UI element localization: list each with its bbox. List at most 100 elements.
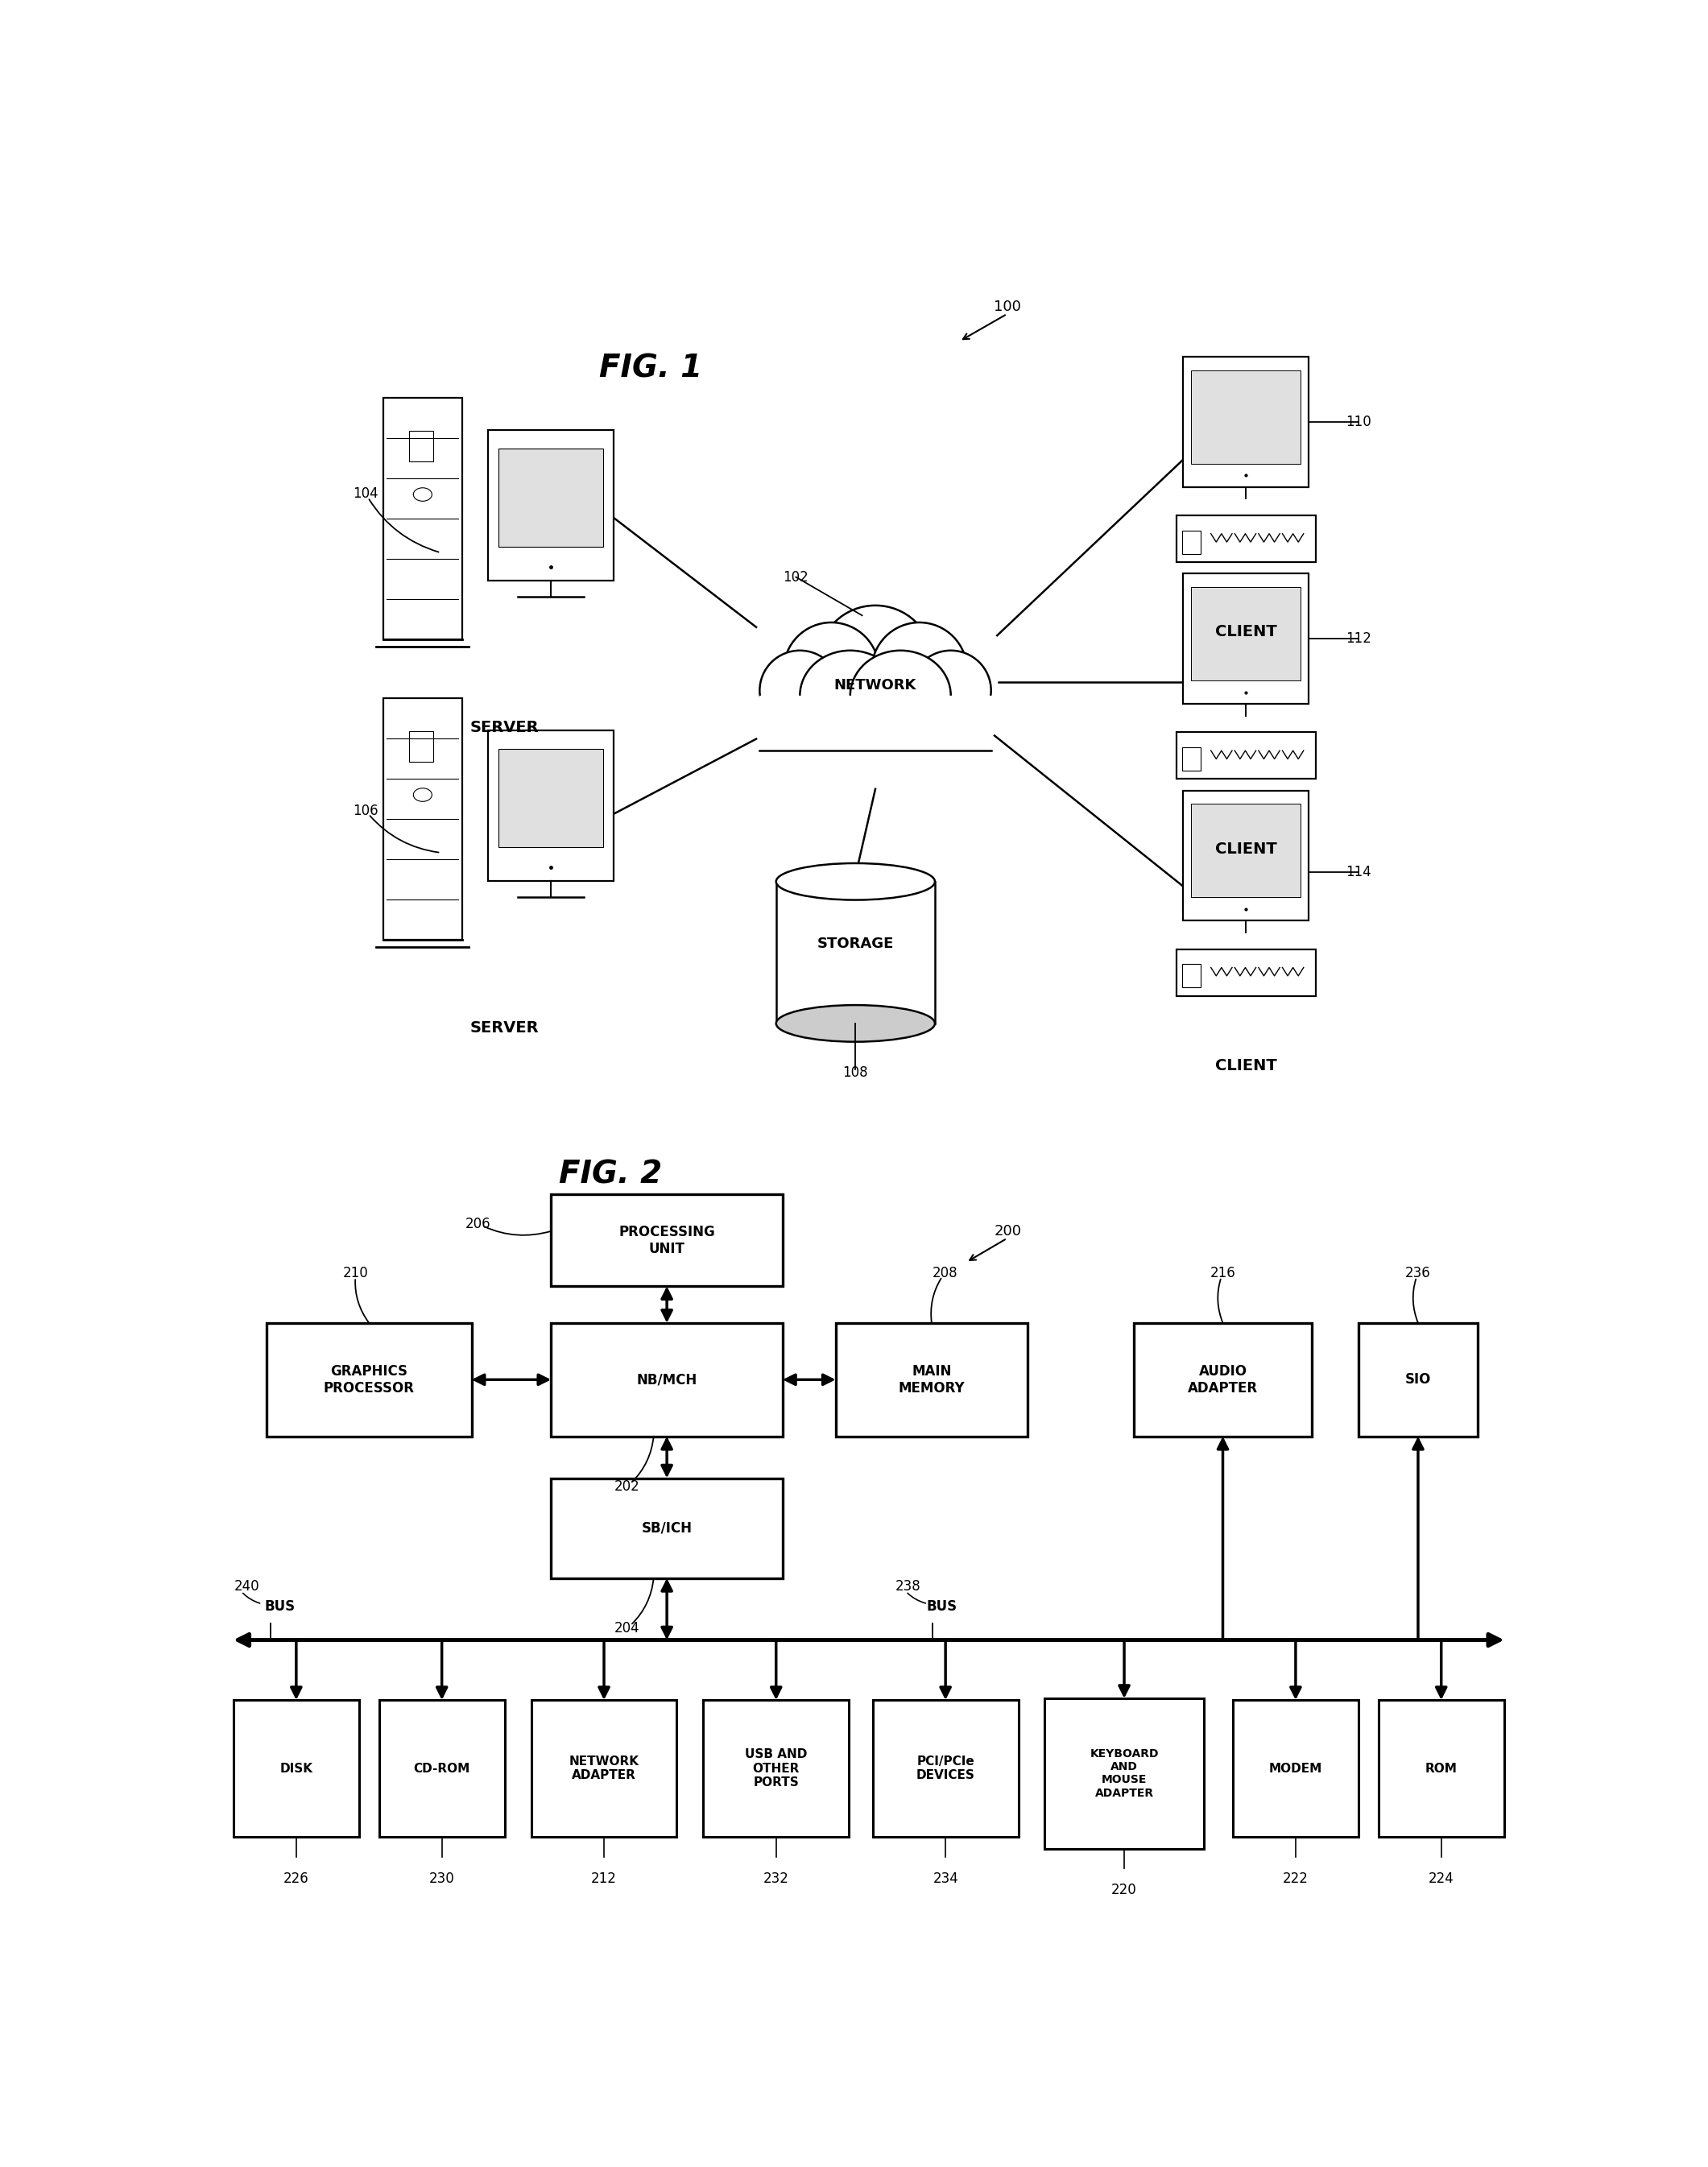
FancyBboxPatch shape (1190, 371, 1301, 464)
FancyBboxPatch shape (552, 1322, 782, 1437)
Text: 238: 238 (895, 1580, 921, 1593)
Text: STORAGE: STORAGE (816, 936, 893, 951)
Ellipse shape (799, 650, 900, 741)
Text: 204: 204 (615, 1621, 640, 1636)
Text: 236: 236 (1406, 1266, 1431, 1281)
FancyBboxPatch shape (1190, 587, 1301, 680)
Text: 220: 220 (1112, 1883, 1138, 1898)
Text: 230: 230 (429, 1872, 454, 1885)
FancyBboxPatch shape (760, 696, 991, 750)
FancyBboxPatch shape (873, 1701, 1018, 1838)
Text: KEYBOARD
AND
MOUSE
ADAPTER: KEYBOARD AND MOUSE ADAPTER (1090, 1749, 1158, 1799)
FancyBboxPatch shape (1134, 1322, 1312, 1437)
Text: 100: 100 (994, 299, 1021, 314)
Text: 216: 216 (1209, 1266, 1235, 1281)
FancyBboxPatch shape (1182, 964, 1201, 988)
Text: 240: 240 (234, 1580, 260, 1593)
Text: GRAPHICS
PROCESSOR: GRAPHICS PROCESSOR (323, 1363, 415, 1396)
FancyBboxPatch shape (1190, 804, 1301, 897)
Text: CLIENT: CLIENT (1214, 1057, 1278, 1073)
Text: MODEM: MODEM (1269, 1762, 1322, 1775)
Text: 106: 106 (354, 804, 379, 817)
Text: 222: 222 (1283, 1872, 1308, 1885)
Text: 114: 114 (1346, 865, 1372, 880)
Text: 104: 104 (354, 485, 379, 501)
Ellipse shape (760, 650, 840, 730)
Ellipse shape (851, 650, 951, 741)
FancyBboxPatch shape (1184, 574, 1308, 704)
Text: CLIENT: CLIENT (1214, 841, 1278, 856)
FancyBboxPatch shape (775, 882, 934, 1023)
FancyBboxPatch shape (488, 431, 613, 581)
Ellipse shape (910, 650, 991, 730)
FancyBboxPatch shape (488, 730, 613, 880)
FancyBboxPatch shape (1045, 1699, 1204, 1848)
Text: SB/ICH: SB/ICH (642, 1521, 692, 1536)
Ellipse shape (871, 622, 967, 719)
Text: 234: 234 (933, 1872, 958, 1885)
Text: BUS: BUS (265, 1599, 295, 1614)
Text: AUDIO
ADAPTER: AUDIO ADAPTER (1187, 1363, 1257, 1396)
FancyBboxPatch shape (552, 1478, 782, 1578)
Text: NETWORK: NETWORK (834, 678, 917, 693)
Text: 110: 110 (1346, 414, 1372, 429)
Text: 102: 102 (784, 570, 808, 585)
Text: NETWORK
ADAPTER: NETWORK ADAPTER (569, 1755, 639, 1781)
FancyBboxPatch shape (1182, 531, 1201, 555)
FancyBboxPatch shape (383, 399, 463, 639)
FancyBboxPatch shape (1233, 1701, 1358, 1838)
Text: DISK: DISK (280, 1762, 313, 1775)
FancyBboxPatch shape (410, 431, 434, 462)
FancyBboxPatch shape (410, 732, 434, 761)
Text: PCI/PCIe
DEVICES: PCI/PCIe DEVICES (915, 1755, 975, 1781)
FancyBboxPatch shape (383, 698, 463, 940)
Ellipse shape (413, 488, 432, 501)
Text: 202: 202 (615, 1480, 640, 1493)
FancyBboxPatch shape (704, 1701, 849, 1838)
Text: PROCESSING
UNIT: PROCESSING UNIT (618, 1224, 716, 1257)
Text: 226: 226 (284, 1872, 309, 1885)
Text: CD-ROM: CD-ROM (413, 1762, 470, 1775)
Text: 108: 108 (842, 1066, 868, 1079)
Text: CLIENT: CLIENT (1214, 624, 1278, 639)
Text: ROM: ROM (1424, 1762, 1457, 1775)
Text: 232: 232 (763, 1872, 789, 1885)
FancyBboxPatch shape (1182, 748, 1201, 771)
Text: FIG. 1: FIG. 1 (600, 353, 702, 384)
Text: BUS: BUS (926, 1599, 956, 1614)
Ellipse shape (775, 862, 934, 899)
Text: MAIN
MEMORY: MAIN MEMORY (898, 1363, 965, 1396)
FancyBboxPatch shape (1177, 732, 1315, 778)
FancyBboxPatch shape (379, 1701, 506, 1838)
Text: 112: 112 (1346, 631, 1372, 646)
Text: 210: 210 (343, 1266, 369, 1281)
Text: 200: 200 (994, 1224, 1021, 1237)
Text: 212: 212 (591, 1872, 617, 1885)
Text: 208: 208 (933, 1266, 958, 1281)
FancyBboxPatch shape (1177, 949, 1315, 997)
FancyBboxPatch shape (552, 1194, 782, 1287)
Ellipse shape (818, 605, 933, 715)
Text: 206: 206 (466, 1216, 490, 1231)
Text: NB/MCH: NB/MCH (637, 1372, 697, 1387)
FancyBboxPatch shape (835, 1322, 1028, 1437)
FancyBboxPatch shape (499, 449, 603, 546)
FancyBboxPatch shape (499, 750, 603, 847)
FancyBboxPatch shape (1184, 791, 1308, 921)
FancyBboxPatch shape (531, 1701, 676, 1838)
Text: SIO: SIO (1406, 1372, 1431, 1387)
Ellipse shape (413, 789, 432, 802)
FancyBboxPatch shape (1358, 1322, 1477, 1437)
Text: SERVER: SERVER (470, 719, 540, 735)
Ellipse shape (775, 1005, 934, 1042)
Ellipse shape (784, 622, 880, 719)
FancyBboxPatch shape (266, 1322, 471, 1437)
Text: 224: 224 (1428, 1872, 1454, 1885)
Text: FIG. 2: FIG. 2 (559, 1159, 663, 1190)
FancyBboxPatch shape (1177, 516, 1315, 561)
FancyBboxPatch shape (1184, 358, 1308, 488)
Text: SERVER: SERVER (470, 1021, 540, 1036)
FancyBboxPatch shape (1378, 1701, 1505, 1838)
Text: USB AND
OTHER
PORTS: USB AND OTHER PORTS (745, 1749, 808, 1788)
FancyBboxPatch shape (234, 1701, 359, 1838)
